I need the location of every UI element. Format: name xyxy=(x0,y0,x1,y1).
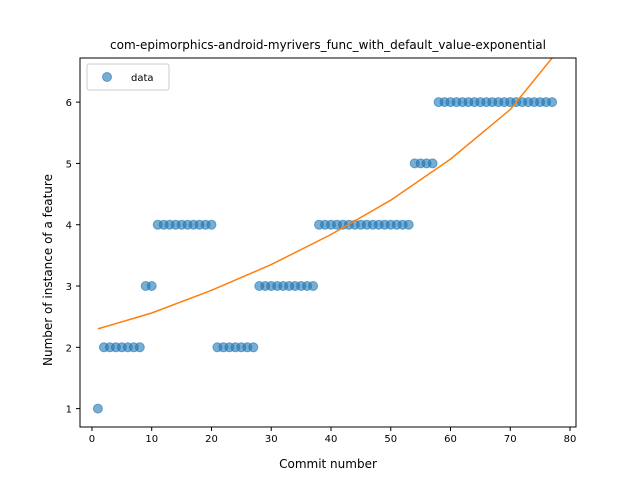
axes: 0 10 20 30 40 50 60 70 80 1 2 3 4 5 6 xyxy=(66,57,577,445)
x-tick-label: 30 xyxy=(265,434,278,445)
x-tick-label: 40 xyxy=(325,434,338,445)
data-point xyxy=(308,281,319,291)
data-point xyxy=(206,219,217,230)
x-tick-label: 20 xyxy=(205,434,218,445)
y-tick-label: 6 xyxy=(66,98,72,109)
legend: data xyxy=(86,63,170,91)
x-tick-label: 10 xyxy=(145,434,158,445)
y-tick-label: 3 xyxy=(66,282,72,293)
data-point xyxy=(134,342,145,353)
data-point xyxy=(146,281,157,291)
x-tick-label: 50 xyxy=(384,434,397,445)
plot-area xyxy=(92,57,558,414)
x-axis-label: Commit number xyxy=(279,457,377,471)
y-tick-label: 4 xyxy=(66,221,72,232)
y-tick-label: 1 xyxy=(66,405,72,416)
legend-marker-data xyxy=(102,72,112,82)
chart-title: com-epimorphics-android-myrivers_func_wi… xyxy=(110,38,546,52)
data-point xyxy=(248,342,259,353)
x-tick-label: 70 xyxy=(504,434,517,445)
data-point xyxy=(427,158,438,169)
y-tick-label: 2 xyxy=(66,343,72,354)
legend-box xyxy=(86,63,170,91)
data-point xyxy=(403,219,414,230)
legend-label-data: data xyxy=(131,73,154,84)
data-point xyxy=(92,403,103,414)
x-tick-label: 80 xyxy=(564,434,577,445)
y-axis-label: Number of instance of a feature xyxy=(41,174,55,366)
x-tick-label: 60 xyxy=(444,434,457,445)
y-tick-label: 5 xyxy=(66,159,72,170)
data-point xyxy=(547,97,558,108)
axes-frame xyxy=(79,57,577,428)
x-tick-label: 0 xyxy=(89,434,95,445)
fit-curve-line xyxy=(97,57,553,330)
